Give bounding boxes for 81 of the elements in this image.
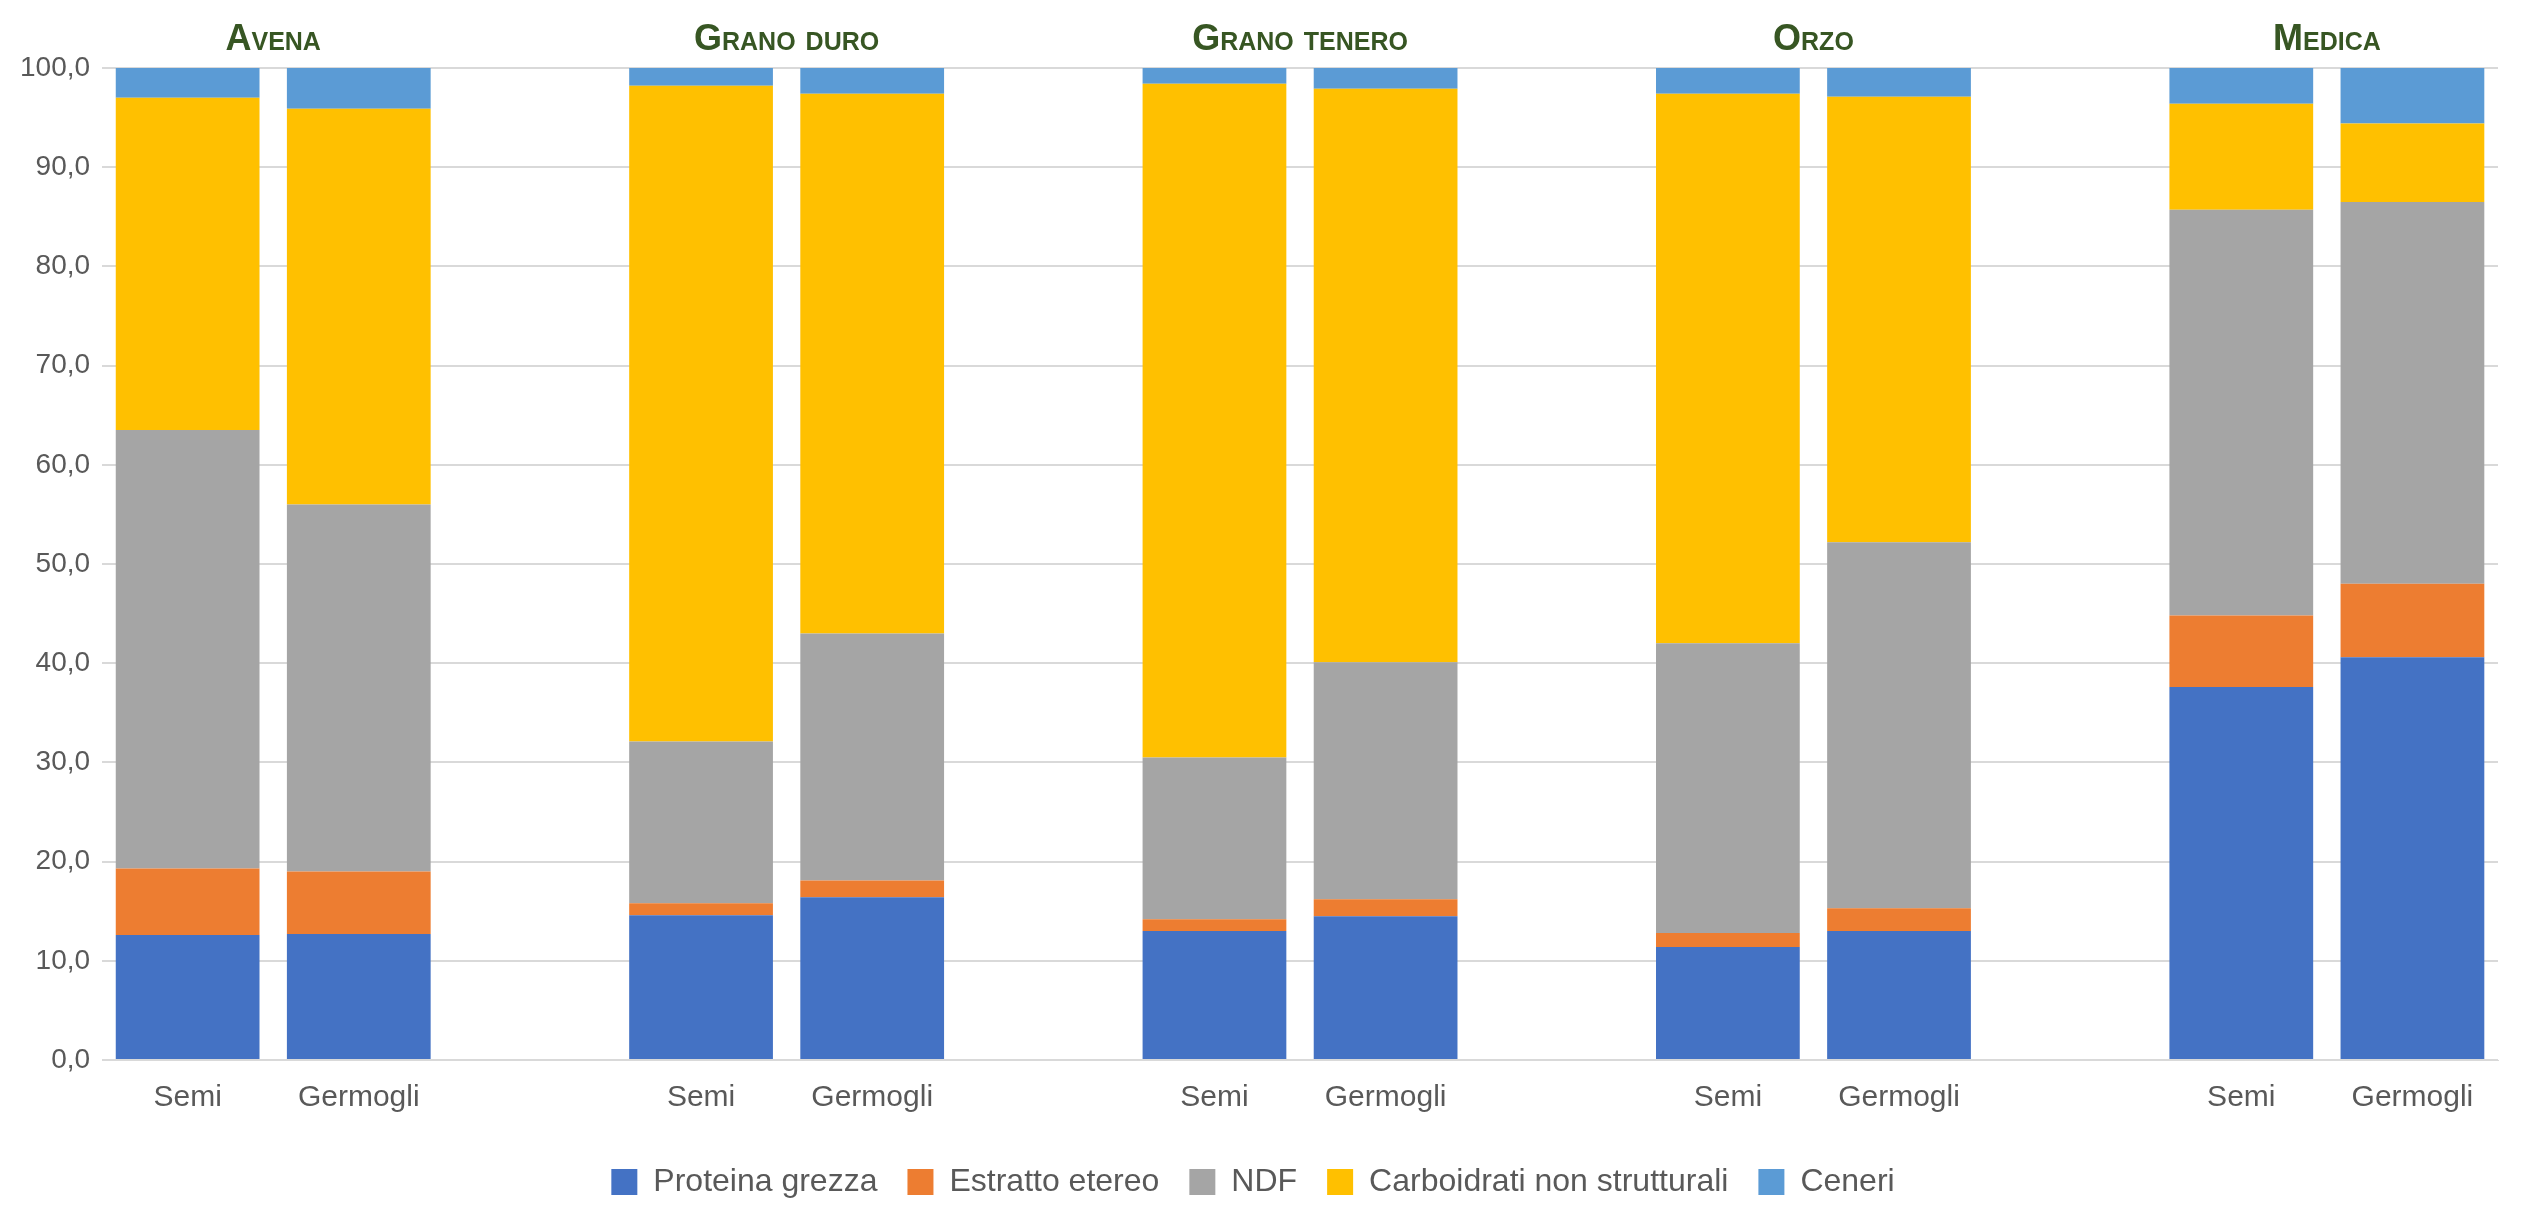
bar xyxy=(1313,662,1458,900)
bar xyxy=(2340,68,2485,124)
x-tick-label: Semi xyxy=(2207,1079,2276,1113)
bar xyxy=(2340,201,2485,584)
x-tick-label: Semi xyxy=(153,1079,222,1113)
y-tick-label: 100,0 xyxy=(19,50,91,82)
y-tick-label: 50,0 xyxy=(35,546,91,578)
bar xyxy=(1142,919,1287,932)
bar xyxy=(286,504,431,872)
bar xyxy=(1313,88,1458,663)
x-tick-label: Semi xyxy=(1180,1079,1249,1113)
bar xyxy=(286,108,431,505)
text: Orzo xyxy=(1773,16,1854,58)
text: Grano tenero xyxy=(1192,16,1408,58)
bar xyxy=(1656,643,1800,934)
bar xyxy=(286,871,431,935)
bar xyxy=(1827,908,1971,932)
y-tick-label: 60,0 xyxy=(35,447,91,479)
legend-label: Ceneri xyxy=(1800,1161,1895,1198)
bar xyxy=(115,68,260,98)
bar xyxy=(2169,68,2314,104)
bar xyxy=(1656,93,1800,644)
bar xyxy=(286,934,431,1059)
y-tick-label: 70,0 xyxy=(35,348,91,380)
bar xyxy=(115,430,260,869)
bar xyxy=(629,68,773,86)
x-tick-label: Germogli xyxy=(1324,1079,1447,1113)
bar xyxy=(2340,657,2485,1059)
x-tick-label: Germogli xyxy=(297,1079,420,1113)
bar xyxy=(1656,68,1800,94)
bar xyxy=(286,68,431,109)
y-tick-label: 40,0 xyxy=(35,645,91,677)
bar xyxy=(800,633,945,881)
bar xyxy=(115,868,260,936)
bar xyxy=(629,903,773,916)
bar xyxy=(1827,542,1971,909)
y-tick-label: 10,0 xyxy=(35,943,91,975)
text: Medica xyxy=(2272,16,2381,58)
x-tick-label: Germogli xyxy=(811,1079,934,1113)
legend-label: Carboidrati non strutturali xyxy=(1369,1161,1729,1198)
bar xyxy=(1313,916,1458,1059)
bar xyxy=(629,741,773,904)
bar xyxy=(800,93,945,634)
y-tick-label: 0,0 xyxy=(51,1042,91,1074)
y-tick-label: 20,0 xyxy=(35,844,91,876)
legend-label: NDF xyxy=(1231,1161,1298,1198)
bar xyxy=(629,85,773,742)
bar xyxy=(1656,946,1800,1059)
bar xyxy=(1827,68,1971,97)
x-tick-label: Germogli xyxy=(2351,1079,2474,1113)
bar xyxy=(2340,123,2485,202)
bar xyxy=(2169,687,2314,1059)
bar xyxy=(800,68,945,94)
y-tick-label: 30,0 xyxy=(35,745,91,777)
bar xyxy=(1142,68,1287,84)
y-tick-label: 80,0 xyxy=(35,249,91,281)
bar xyxy=(1827,931,1971,1059)
bar xyxy=(800,897,945,1059)
bar xyxy=(2169,209,2314,616)
bar xyxy=(2340,583,2485,658)
x-tick-label: Germogli xyxy=(1838,1079,1960,1113)
y-tick-label: 90,0 xyxy=(35,149,91,181)
text: Grano duro xyxy=(694,16,880,58)
x-tick-label: Semi xyxy=(666,1079,736,1113)
bar xyxy=(1142,757,1287,920)
bar xyxy=(115,97,260,431)
legend-label: Proteina grezza xyxy=(653,1161,878,1198)
text: Avena xyxy=(225,16,321,58)
x-tick-label: Semi xyxy=(1693,1079,1763,1113)
bar xyxy=(115,935,260,1059)
bar xyxy=(1313,68,1458,89)
bar xyxy=(1142,83,1287,758)
bar xyxy=(629,915,773,1059)
bar xyxy=(1656,933,1800,947)
bar xyxy=(1142,931,1287,1059)
legend-label: Estratto etereo xyxy=(949,1161,1160,1198)
bar xyxy=(1827,96,1971,543)
bar xyxy=(2169,103,2314,210)
bar xyxy=(800,880,945,898)
bar xyxy=(1313,899,1458,917)
bar xyxy=(2169,615,2314,688)
